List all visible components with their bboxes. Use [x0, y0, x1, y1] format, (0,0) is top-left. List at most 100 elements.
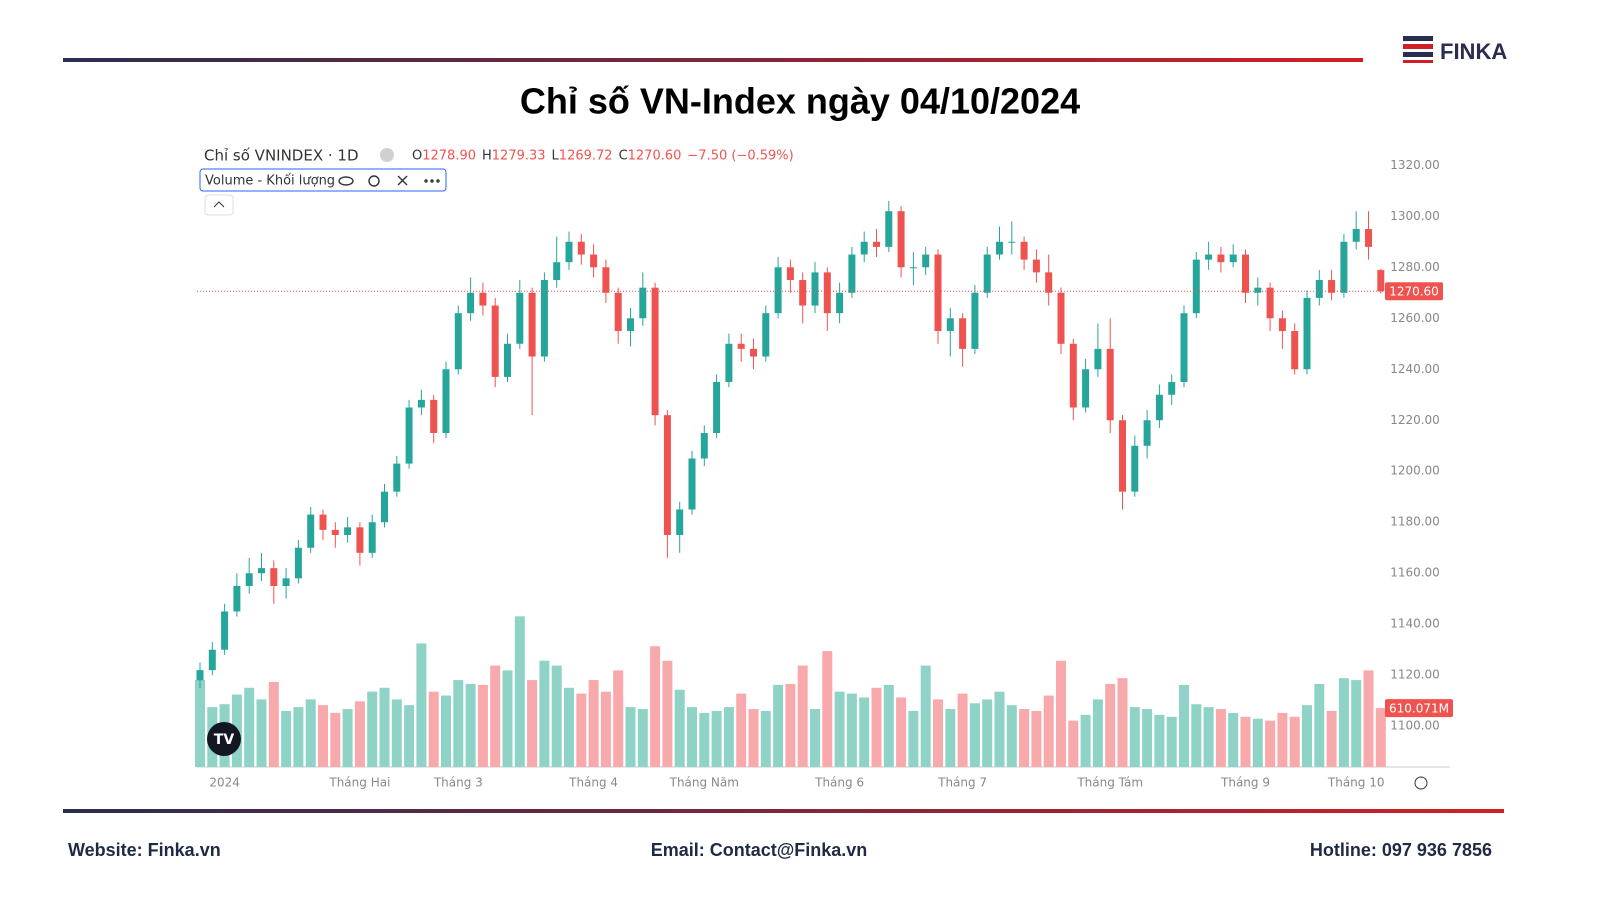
volume-bar	[330, 712, 341, 767]
candle-body	[1340, 241, 1348, 293]
settings-icon[interactable]	[1414, 776, 1428, 790]
candle-body	[676, 509, 684, 535]
candle-body	[1094, 348, 1102, 370]
volume-bar	[244, 687, 255, 767]
collapse-button[interactable]	[204, 194, 234, 216]
volume-bar	[908, 710, 919, 767]
legend-icons	[338, 175, 440, 187]
candle-body	[528, 292, 536, 357]
candle-body	[971, 292, 979, 349]
volume-bar	[859, 697, 870, 767]
candle-body	[258, 568, 265, 574]
ohlc-value: −7.50 (−0.59%)	[687, 149, 793, 164]
candle-body	[1377, 270, 1385, 292]
volume-bar	[1302, 705, 1312, 767]
candle-body	[1291, 331, 1299, 370]
candle-body	[897, 211, 905, 268]
volume-bar	[871, 687, 882, 767]
volume-bar	[1179, 684, 1189, 767]
candle-body	[1229, 254, 1237, 263]
candle-body	[934, 254, 942, 332]
candle-body	[1143, 420, 1151, 446]
volume-bar	[453, 680, 464, 767]
candle-body	[1045, 272, 1053, 293]
volume-bar	[404, 705, 415, 767]
volume-bar	[1031, 710, 1042, 767]
candle-body	[1315, 280, 1323, 298]
volume-bar	[957, 693, 968, 767]
candle-body	[1278, 318, 1286, 332]
status-dot	[380, 148, 394, 162]
volume-bar	[797, 665, 808, 767]
volume-bar	[379, 687, 390, 767]
volume-bar	[416, 643, 427, 767]
volume-bar	[1240, 716, 1251, 767]
candle-body	[442, 369, 450, 434]
volume-bar	[1068, 720, 1079, 767]
candle-body	[1082, 369, 1090, 408]
volume-bar	[428, 691, 439, 767]
bottom-rule	[63, 809, 1504, 813]
candle-body	[393, 463, 401, 492]
ohlc-value: 1279.33	[492, 149, 546, 164]
candle-body	[959, 318, 967, 349]
ohlc-key: O	[412, 149, 422, 164]
last-volume-label: 610.071M	[1389, 702, 1449, 716]
candle-body	[319, 514, 327, 530]
tv-logo	[207, 722, 241, 756]
candle-body	[1254, 287, 1262, 293]
candle-body	[799, 280, 807, 306]
y-tick-label: 1320.00	[1390, 158, 1440, 172]
candle-body	[540, 280, 548, 357]
candle-body	[1365, 229, 1372, 247]
candle-body	[614, 292, 622, 332]
volume-bar	[846, 693, 857, 767]
ohlc-key: C	[619, 149, 628, 164]
candle-body	[1192, 259, 1200, 314]
candle-body	[565, 241, 573, 263]
plot: 1320.00 1300.00 1280.00 1260.00 1240.00 1220.…	[195, 158, 1453, 790]
volume-bar	[293, 707, 304, 767]
candle-body	[774, 267, 782, 314]
candle-body	[1020, 241, 1028, 260]
volume-bar	[490, 665, 501, 767]
volume-bar	[711, 710, 722, 767]
volume-bar	[268, 682, 279, 767]
last-price-tag	[1385, 282, 1443, 301]
x-tick-label: Tháng 7	[937, 776, 987, 790]
candle-body	[1119, 420, 1126, 492]
candle-body	[590, 254, 598, 268]
volume-bar	[539, 660, 550, 767]
candle-body	[430, 399, 438, 434]
candle-body	[356, 527, 364, 553]
candle-body	[1217, 254, 1225, 263]
candle-body	[663, 415, 671, 535]
x-tick-label: Tháng 3	[433, 776, 483, 790]
candle-body	[368, 522, 376, 553]
volume-bar	[1166, 716, 1177, 767]
volume-bar	[1289, 716, 1300, 767]
y-tick-label: 1240.00	[1390, 362, 1440, 376]
volume-bar	[1142, 709, 1153, 767]
candle-body	[885, 211, 893, 247]
volume-bar	[551, 665, 562, 767]
volume-bar	[920, 665, 931, 767]
volume-legend-box	[199, 168, 447, 192]
ohlc-key: L	[552, 149, 560, 164]
candle-body	[688, 458, 696, 510]
symbol: Chỉ số VNINDEX · 1D	[204, 147, 359, 165]
ohlc-value: 1269.72	[559, 149, 613, 164]
candle-body	[1106, 348, 1114, 421]
candle-body	[848, 254, 856, 293]
volume-bar	[1105, 683, 1116, 767]
x-tick-label: Tháng Năm	[669, 776, 739, 790]
x-tick-label: Tháng Hai	[328, 776, 390, 790]
y-tick-label: 1180.00	[1390, 515, 1440, 529]
candle-body	[245, 573, 253, 586]
candle-body	[577, 241, 585, 255]
y-tick-label: 1200.00	[1390, 464, 1440, 478]
volume-bar	[1043, 695, 1054, 767]
volume-bar	[1019, 709, 1030, 767]
candle-body	[1180, 313, 1188, 383]
